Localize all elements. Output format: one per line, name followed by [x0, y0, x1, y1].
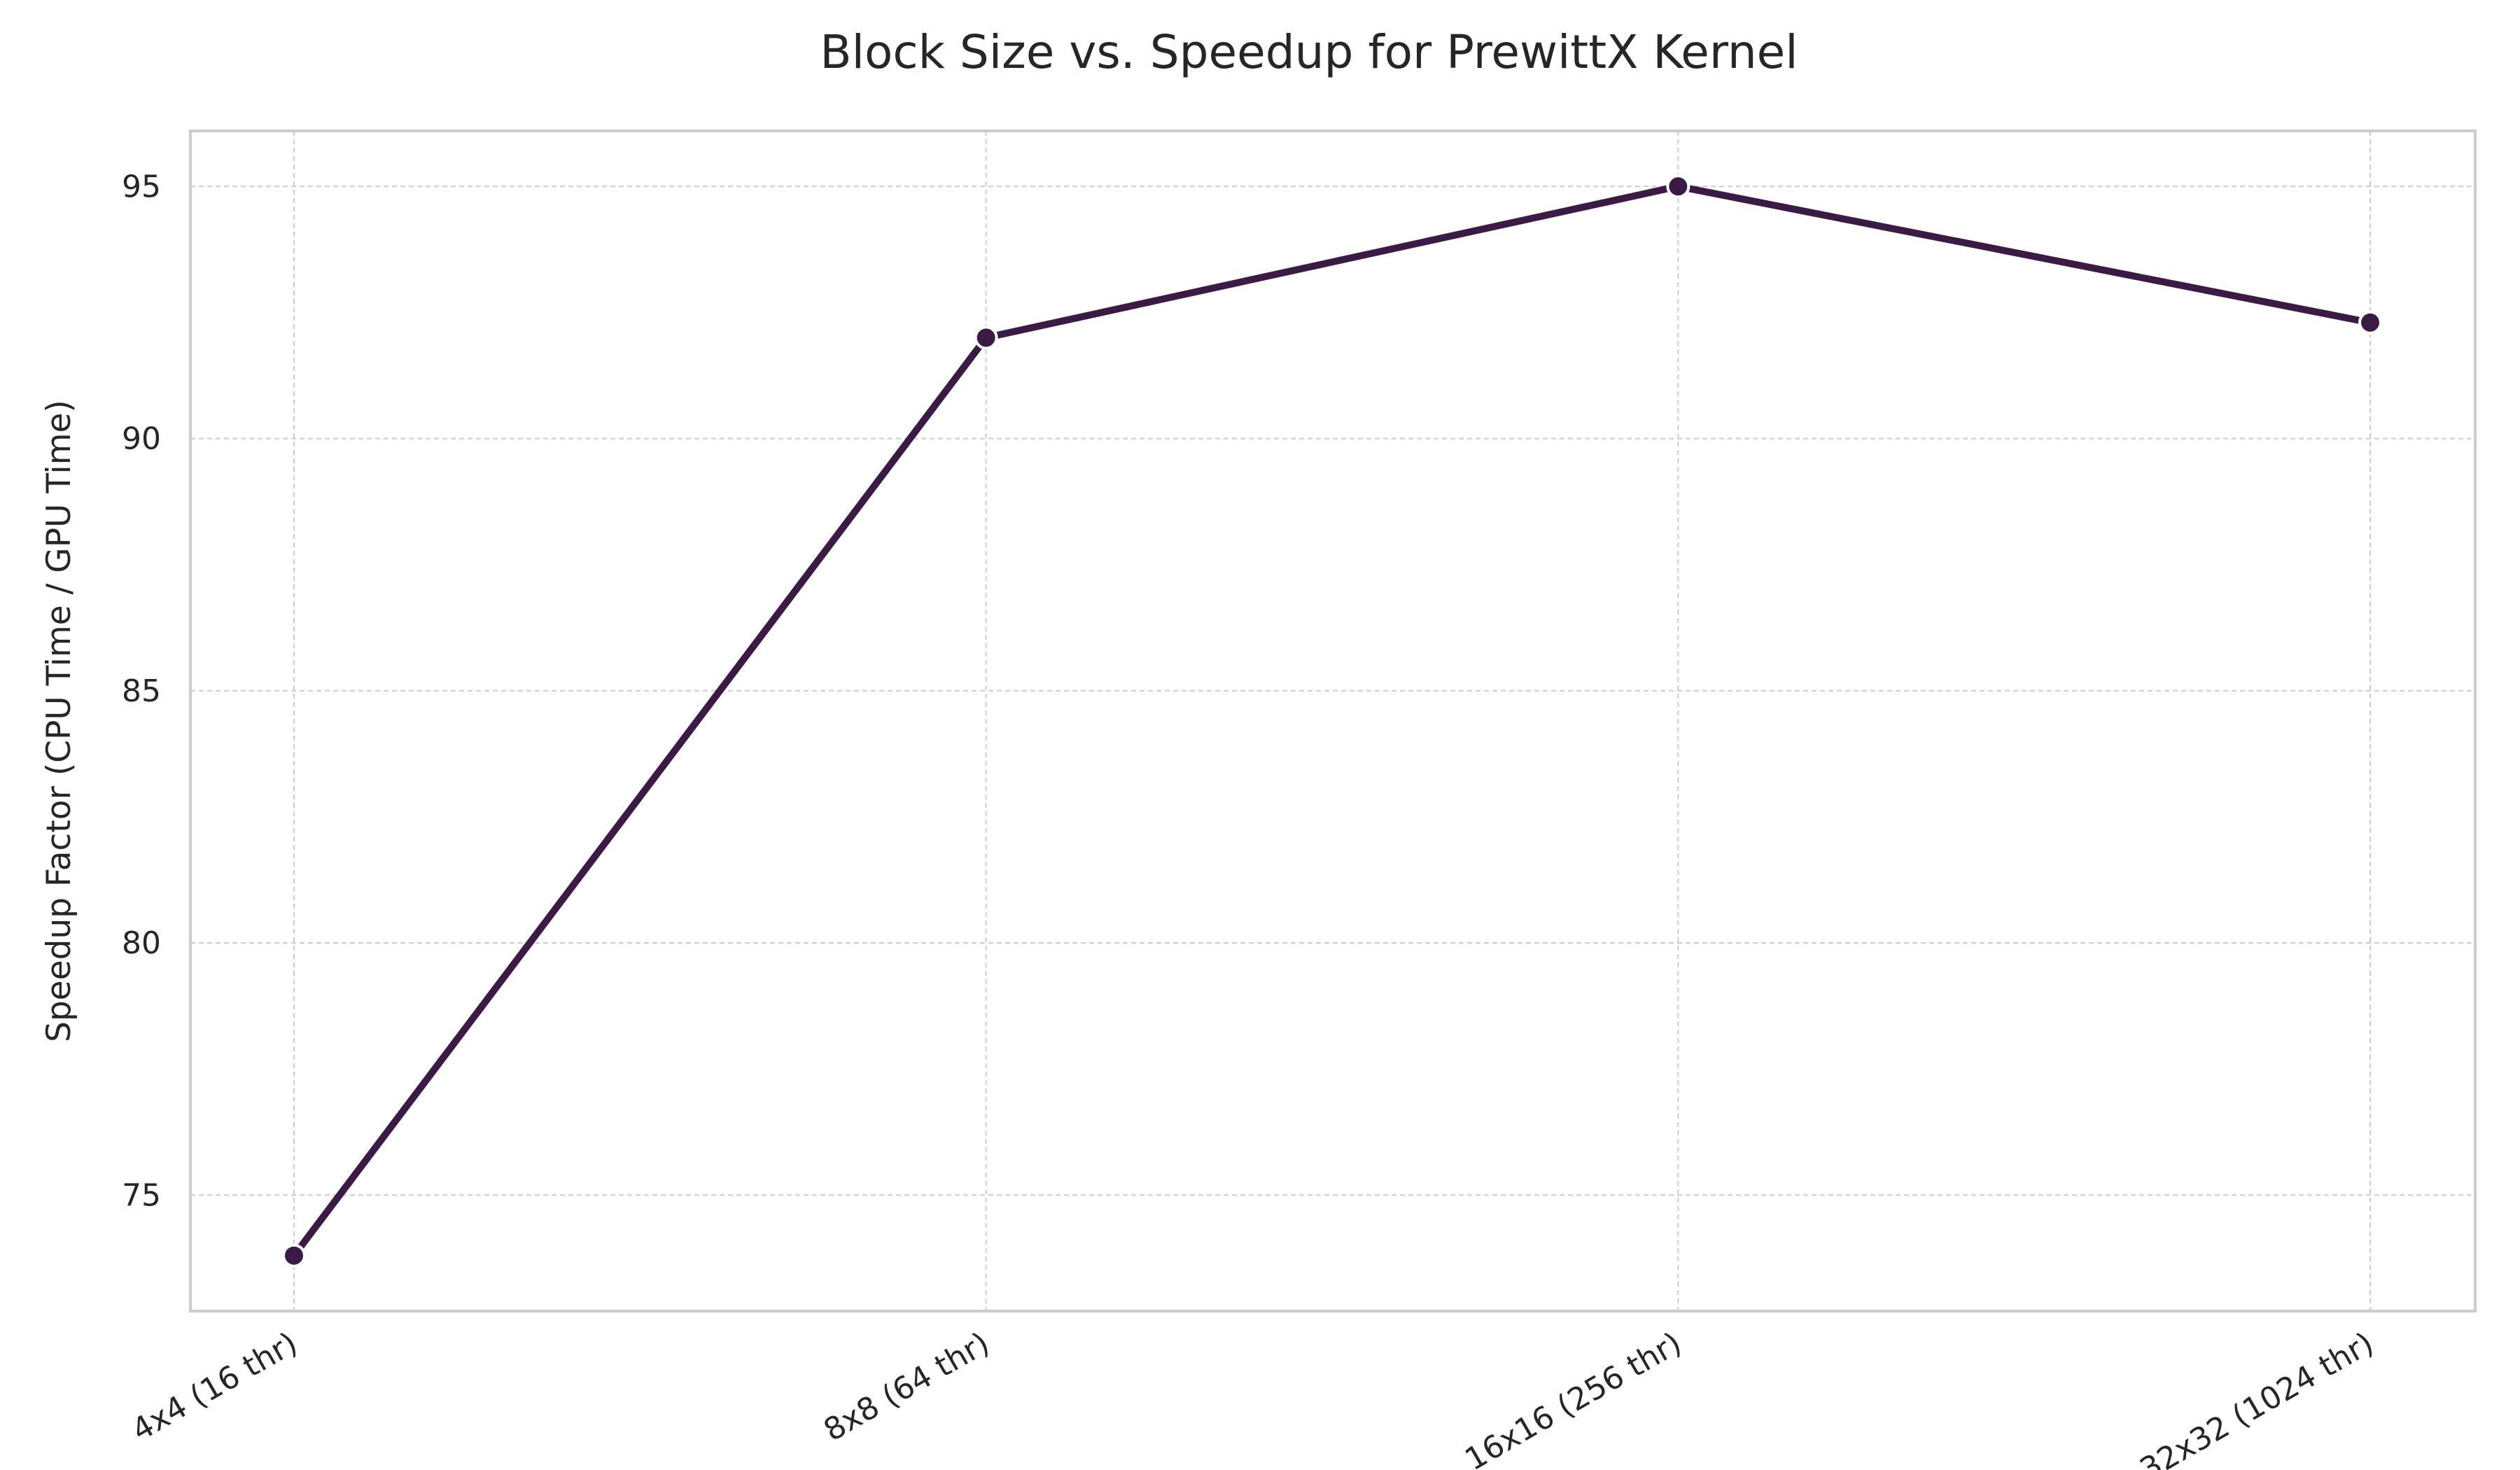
y-tick-label: 80 [122, 925, 161, 961]
data-point-marker [2358, 310, 2382, 335]
chart-title: Block Size vs. Speedup for PrewittX Kern… [820, 25, 1798, 79]
series-line [290, 183, 2374, 1259]
y-tick-label: 85 [122, 673, 161, 709]
y-tick-label: 95 [122, 169, 161, 204]
y-axis-label: Speedup Factor (CPU Time / GPU Time) [40, 400, 78, 1042]
plot-frame [189, 130, 2477, 1312]
data-point-marker [974, 326, 998, 350]
y-tick-label: 90 [122, 421, 161, 457]
data-point-marker [282, 1243, 306, 1268]
data-series [282, 174, 2382, 1268]
y-tick-labels: 75 80 85 90 95 [122, 169, 161, 1213]
data-point-marker [1666, 174, 1690, 199]
y-tick-label: 75 [122, 1177, 161, 1213]
